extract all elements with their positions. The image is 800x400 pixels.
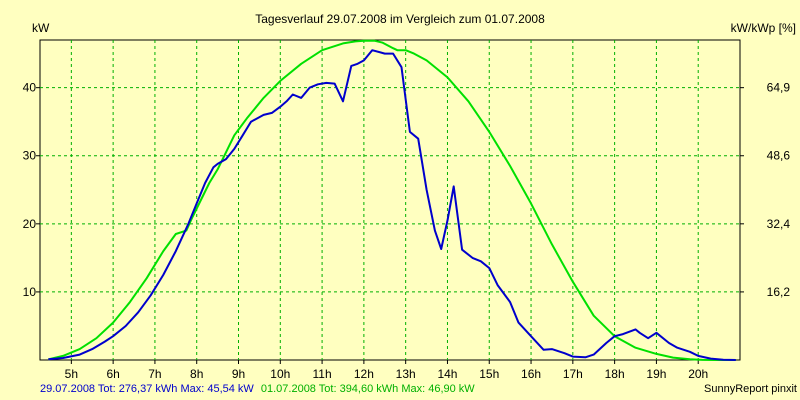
footer-legend: 29.07.2008 Tot: 276,37 kWh Max: 45,54 kW… [40,383,475,395]
x-tick-label: 5h [65,367,78,381]
x-axis: 5h 6h 7h 8h 9h 10h 11h 12h 13h 14h 15h 16h 17h 18h 19h… [65,360,708,381]
y-left-tick-label: 40 [23,81,37,95]
x-tick-label: 13h [396,367,416,381]
footer-credit: SunnyReport pinxit [704,383,797,395]
grid [40,40,740,360]
y-axis-left: 10 20 30 40 [23,81,40,299]
x-tick-label: 7h [148,367,161,381]
y-right-unit: kW/kWp [%] [731,21,796,35]
legend-series-1: 29.07.2008 Tot: 276,37 kWh Max: 45,54 kW [40,383,254,395]
y-right-tick-label: 48,6 [767,149,791,163]
x-tick-label: 12h [354,367,374,381]
y-axis-right: 16,2 32,4 48,6 64,9 [740,81,790,299]
y-left-unit: kW [32,21,50,35]
y-left-tick-label: 10 [23,285,37,299]
x-tick-label: 6h [106,367,119,381]
x-tick-label: 9h [232,367,245,381]
series-group [48,39,736,361]
x-tick-label: 14h [437,367,457,381]
y-right-tick-label: 32,4 [767,217,791,231]
y-right-tick-label: 16,2 [767,285,791,299]
x-tick-label: 17h [563,367,583,381]
series-line-2 [48,39,736,361]
legend-series-2: 01.07.2008 Tot: 394,60 kWh Max: 46,90 kW [261,383,475,395]
y-left-tick-label: 30 [23,149,37,163]
x-tick-label: 20h [688,367,708,381]
x-tick-label: 11h [313,367,332,381]
x-tick-label: 18h [605,367,625,381]
y-right-tick-label: 64,9 [767,81,791,95]
x-tick-label: 8h [190,367,203,381]
x-tick-label: 10h [270,367,290,381]
chart-title: Tagesverlauf 29.07.2008 im Vergleich zum… [255,12,545,26]
y-left-tick-label: 20 [23,217,37,231]
x-tick-label: 15h [479,367,499,381]
series-line-1 [48,49,736,361]
plot-area [39,39,741,361]
x-tick-label: 16h [521,367,541,381]
x-tick-label: 19h [646,367,666,381]
